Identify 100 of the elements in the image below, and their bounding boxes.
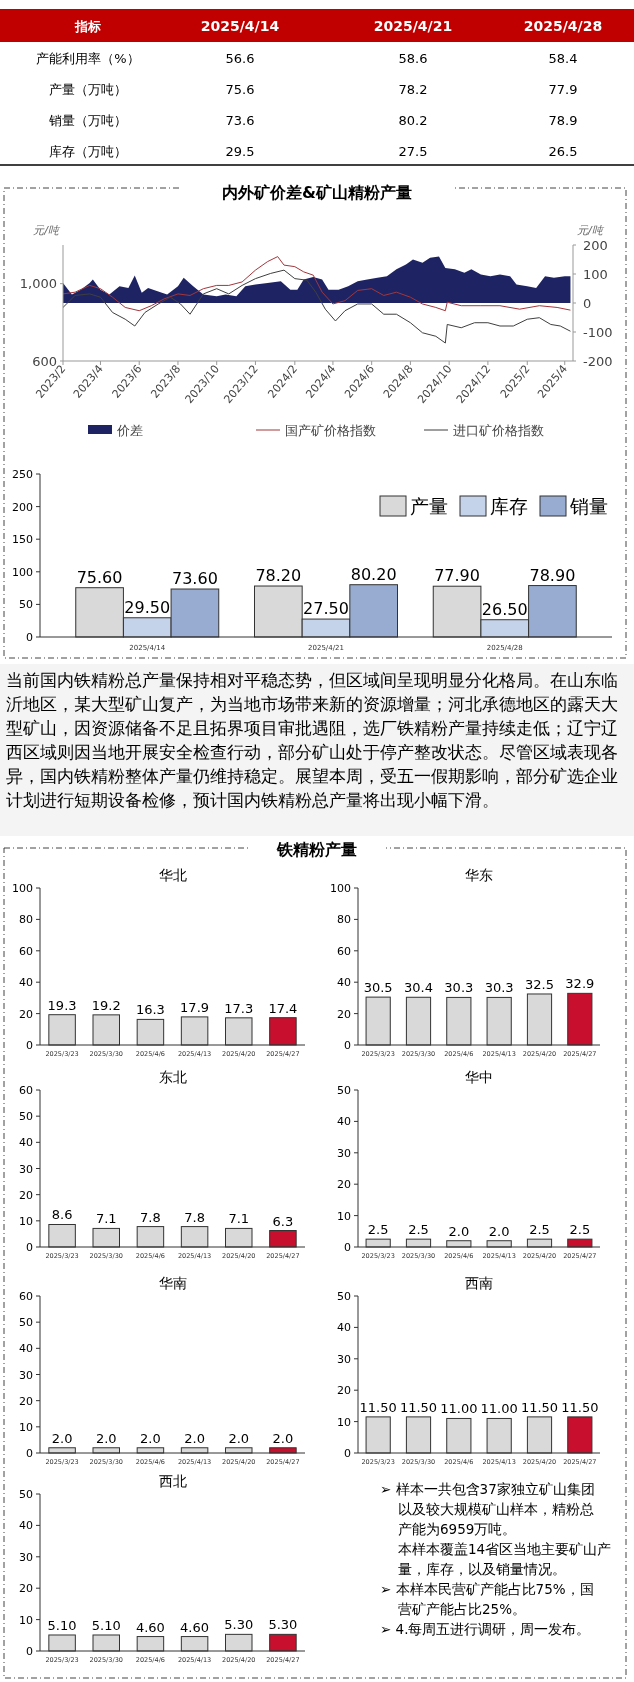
y-tick-label: 0 <box>26 1039 33 1052</box>
data-label: 32.9 <box>565 976 595 992</box>
data-label: 26.50 <box>481 599 528 619</box>
data-label: 2.0 <box>488 1223 510 1239</box>
y-tick-label: 60 <box>19 1290 33 1303</box>
data-label: 11.00 <box>480 1401 518 1417</box>
data-label: 30.3 <box>444 980 474 996</box>
legend-label: 库存 <box>490 495 528 517</box>
y-tick-label: 0 <box>344 1447 351 1460</box>
data-label: 26.5 <box>548 144 578 159</box>
text: ➢ 本样本民营矿产能占比75%，国营矿产能占比25%。 <box>380 1581 594 1617</box>
legend-label: 产量 <box>410 495 448 517</box>
data-label: 2.0 <box>448 1223 470 1239</box>
data-label: 2.0 <box>95 1430 117 1446</box>
y-tick-label: 50 <box>19 1488 33 1501</box>
y-tick-label: 1,000 <box>19 276 57 292</box>
data-label: 2.5 <box>367 1222 389 1238</box>
data-label: 2.0 <box>228 1430 250 1446</box>
data-label: 78.20 <box>255 566 302 586</box>
y-tick-label: 产能利用率（%） <box>36 51 140 66</box>
line-series <box>62 269 571 344</box>
data-label: 11.50 <box>520 1399 559 1415</box>
y-tick-label: 40 <box>337 976 351 990</box>
y-tick-label: 20 <box>19 1188 33 1202</box>
y-tick-label: 20 <box>337 1384 351 1398</box>
data-label: 80.2 <box>398 113 428 128</box>
data-label: 2.0 <box>140 1430 161 1446</box>
y2-tick-label: -100 <box>583 324 613 340</box>
data-label: 32.5 <box>525 976 554 992</box>
data-label: 5.10 <box>91 1617 121 1633</box>
chart-title: 东北 <box>158 1069 187 1085</box>
y2-tick-label: 100 <box>583 266 608 282</box>
legend-label: 销量 <box>569 495 608 517</box>
data-label: 19.2 <box>91 997 121 1013</box>
y-tick-label: 60 <box>19 944 33 958</box>
data-label: 75.6 <box>225 82 255 97</box>
y-tick-label: 100 <box>12 565 33 579</box>
y-tick-label: 30 <box>337 1146 351 1160</box>
data-label: 27.5 <box>398 144 428 159</box>
legend-label: 进口矿价格指数 <box>453 423 544 438</box>
data-label: 7.8 <box>140 1209 161 1225</box>
y-tick-label: 50 <box>337 1290 351 1303</box>
data-label: 29.50 <box>124 597 171 617</box>
data-label: 17.4 <box>268 1000 298 1016</box>
text: 当前国内铁精粉总产量保持相对平稳态势，但区域间呈现明显分化格局。在山东临沂地区，某大型矿山复产，为当地市场带来新的资源增量；河北承德地区的露天大型矿山，因资源储备不足且拓界项目审批遇阻，选厂铁精粉产量持续走低；辽宁辽西区域则因当地开展安全检查行动，部分矿山处于停产整改状态。尽管区域表现各异，国内铁精粉整体产量仍维持稳定。展望本周，受五一假期影响，部分矿选企业计划进行短期设备检修，预计国内铁精粉总产量将出现小幅下滑。 <box>6 671 618 810</box>
chart-title: 华东 <box>465 867 493 883</box>
data-label: 4.60 <box>180 1619 210 1635</box>
chart-title: 内外矿价差&矿山精粉产量 <box>222 183 412 202</box>
y-tick-label: 0 <box>344 1241 351 1254</box>
data-label: 30.4 <box>404 980 433 996</box>
y2-tick-label: -200 <box>583 353 613 369</box>
data-label: 5.30 <box>268 1617 298 1633</box>
y-tick-label: 0 <box>26 1447 33 1460</box>
data-label: 77.90 <box>434 566 480 586</box>
y-tick-label: 40 <box>337 1115 351 1129</box>
y-tick-label: 100 <box>330 882 351 895</box>
y-tick-label: 库存（万吨） <box>49 144 127 159</box>
legend-label: 国产矿价格指数 <box>285 423 376 438</box>
data-label: 5.10 <box>47 1617 77 1633</box>
data-label: 17.3 <box>224 1000 254 1016</box>
y-tick-label: 10 <box>19 1613 33 1627</box>
y-tick-label: 0 <box>26 631 33 644</box>
data-label: 2.5 <box>569 1222 591 1238</box>
y-tick-label: 150 <box>12 533 33 547</box>
y-tick-label: 40 <box>337 1321 351 1335</box>
data-label: 77.9 <box>548 82 578 97</box>
y-tick-label: 30 <box>19 1368 33 1382</box>
data-label: 7.8 <box>184 1209 205 1225</box>
y-tick-label: 600 <box>32 353 57 369</box>
y-tick-label: 40 <box>19 1136 33 1150</box>
y-tick-label: 20 <box>19 1007 33 1021</box>
data-label: 2.0 <box>184 1430 205 1446</box>
data-label: 7.1 <box>95 1211 117 1227</box>
data-label: 19.3 <box>47 997 77 1013</box>
data-label: 2.5 <box>408 1222 429 1238</box>
chart-title: 西北 <box>158 1473 187 1489</box>
chart-title: 华中 <box>465 1069 493 1085</box>
y-tick-label: 0 <box>26 1241 33 1254</box>
y-tick-label: 50 <box>19 1110 33 1124</box>
data-label: 56.6 <box>225 51 255 66</box>
data-label: 2.0 <box>272 1430 294 1446</box>
chart-title: 华南 <box>158 1275 187 1291</box>
data-label: 5.30 <box>224 1617 254 1633</box>
y-tick-label: 20 <box>19 1394 33 1408</box>
y-tick-label: 20 <box>337 1007 351 1021</box>
data-label: 11.50 <box>399 1399 438 1415</box>
text: ➢ 样本一共包含37家独立矿山集团以及较大规模矿山样本，精粉总产能为6959万吨。 <box>380 1481 595 1537</box>
data-label: 58.6 <box>398 51 428 66</box>
data-label: 2.0 <box>51 1430 73 1446</box>
y-tick-label: 10 <box>337 1209 351 1223</box>
x-tick-label: 2025/4/21 <box>373 18 453 34</box>
data-label: 29.5 <box>225 144 255 159</box>
y-tick-label: 50 <box>337 1084 351 1097</box>
y-axis-title: 指标 <box>74 19 101 34</box>
y-tick-label: 60 <box>19 1084 33 1097</box>
y-tick-label: 60 <box>337 944 351 958</box>
chart-title: 西南 <box>465 1275 493 1291</box>
data-label: 17.9 <box>180 999 210 1015</box>
y-tick-label: 销量（万吨） <box>48 113 127 128</box>
text: 本样本覆盖14省区当地主要矿山产量，库存，以及销量情况。 <box>398 1541 612 1577</box>
